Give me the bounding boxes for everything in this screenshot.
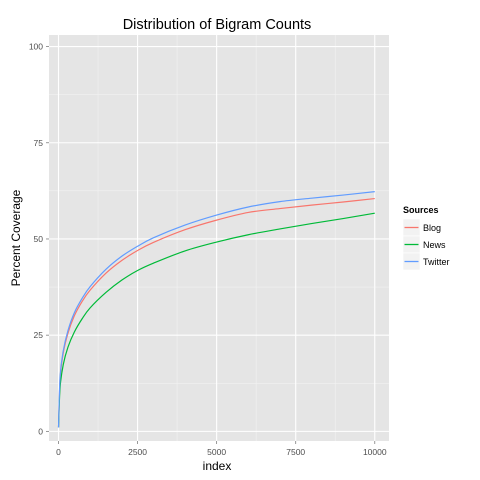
- grid: [49, 35, 389, 441]
- series-line-news: [57, 212, 375, 428]
- plot-panel: [49, 35, 389, 441]
- legend-title: Sources: [403, 205, 439, 215]
- legend-label-news: News: [423, 240, 446, 250]
- x-axis-title: index: [203, 459, 232, 473]
- y-tick-label: 25: [34, 330, 44, 340]
- x-tick-label: 5000: [207, 447, 226, 457]
- x-tick-label: 0: [56, 447, 61, 457]
- y-axis-title: Percent Coverage: [9, 189, 23, 286]
- legend-label-blog: Blog: [423, 223, 441, 233]
- x-axis: 0 2500 5000 7500 10000: [56, 441, 387, 457]
- y-tick-label: 100: [29, 42, 43, 52]
- y-axis: 0 25 50 75 100: [29, 42, 49, 436]
- series-lines: [57, 191, 375, 428]
- y-tick-label: 75: [34, 138, 44, 148]
- x-tick-label: 2500: [128, 447, 147, 457]
- legend: Sources Blog News Twitter: [402, 205, 450, 271]
- series-line-blog: [57, 197, 375, 428]
- series-line-twitter: [57, 191, 375, 428]
- chart-title: Distribution of Bigram Counts: [123, 17, 312, 33]
- y-tick-label: 50: [34, 234, 44, 244]
- x-tick-label: 7500: [286, 447, 305, 457]
- legend-label-twitter: Twitter: [423, 257, 450, 267]
- y-tick-label: 0: [38, 426, 43, 436]
- x-tick-label: 10000: [363, 447, 387, 457]
